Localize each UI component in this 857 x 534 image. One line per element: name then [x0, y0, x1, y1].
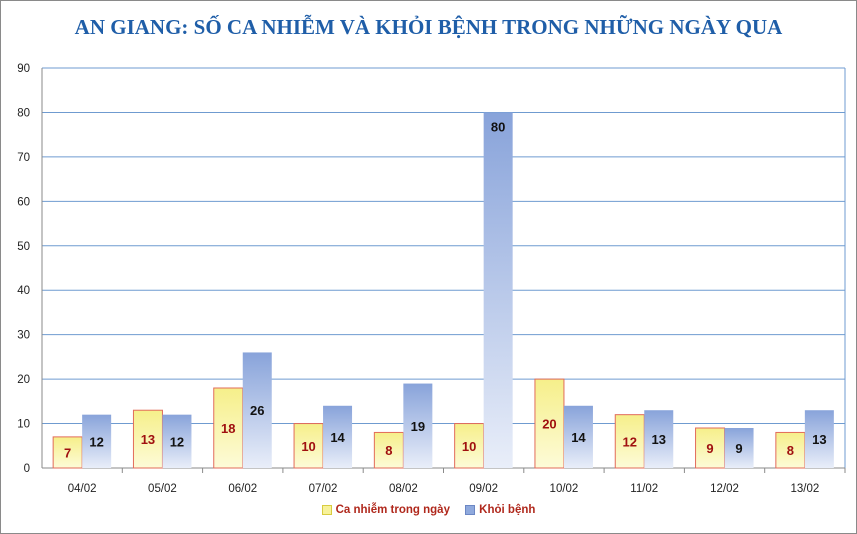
- x-tick-label: 05/02: [148, 483, 177, 495]
- y-tick-label: 0: [24, 463, 30, 475]
- legend-label-recovered: Khỏi bệnh: [479, 504, 536, 516]
- gridlines: [42, 67, 845, 425]
- data-label-infected: 12: [623, 434, 637, 449]
- data-label-infected: 7: [64, 445, 71, 460]
- data-label-recovered: 14: [330, 430, 345, 445]
- bar-recovered: [563, 405, 593, 468]
- y-tick-label: 10: [17, 419, 30, 431]
- y-tick-label: 90: [17, 63, 30, 75]
- bar-infected: [775, 431, 806, 469]
- data-label-infected: 8: [787, 443, 794, 458]
- data-label-recovered: 13: [812, 432, 826, 447]
- bar-recovered: [724, 428, 754, 468]
- data-label-recovered: 12: [170, 434, 184, 449]
- legend-item-infected: Ca nhiễm trong ngày: [321, 504, 450, 516]
- x-tick-label: 07/02: [309, 483, 338, 495]
- bar-infected: [293, 423, 324, 469]
- x-tick-label: 09/02: [469, 483, 498, 495]
- legend-item-recovered: Khỏi bệnh: [465, 504, 535, 516]
- bar-recovered: [82, 414, 112, 468]
- chart-title: AN GIANG: SỐ CA NHIỄM VÀ KHỎI BỆNH TRONG…: [74, 15, 783, 39]
- data-label-infected: 13: [141, 432, 155, 447]
- y-tick-label: 30: [17, 330, 30, 342]
- x-tick-label: 13/02: [790, 483, 819, 495]
- data-label-recovered: 9: [735, 441, 742, 456]
- data-label-infected: 18: [221, 421, 235, 436]
- x-tick-label: 12/02: [710, 483, 739, 495]
- bar-infected: [132, 409, 163, 469]
- bar-recovered: [242, 352, 272, 468]
- x-tick-label: 11/02: [630, 483, 658, 495]
- legend: Ca nhiễm trong ngày Khỏi bệnh: [1, 504, 856, 518]
- data-label-recovered: 12: [89, 434, 103, 449]
- x-tick-label: 04/02: [68, 483, 97, 495]
- data-label-recovered: 13: [652, 432, 666, 447]
- data-label-infected: 20: [542, 417, 556, 432]
- bar-recovered: [323, 405, 353, 468]
- y-tick-label: 20: [17, 374, 30, 386]
- legend-label-infected: Ca nhiễm trong ngày: [335, 504, 450, 516]
- data-label-infected: 10: [462, 439, 476, 454]
- legend-swatch-recovered: [465, 505, 476, 515]
- bars: [52, 112, 834, 469]
- bar-recovered: [162, 414, 192, 468]
- bar-infected: [52, 436, 83, 469]
- bar-recovered: [804, 410, 834, 468]
- data-label-recovered: 80: [491, 119, 505, 134]
- y-tick-label: 60: [17, 196, 30, 208]
- data-label-infected: 9: [706, 441, 713, 456]
- bar-infected: [454, 423, 485, 469]
- x-tick-label: 06/02: [228, 483, 257, 495]
- data-label-infected: 8: [385, 443, 392, 458]
- y-tick-label: 40: [17, 285, 30, 297]
- bar-recovered: [644, 410, 674, 468]
- x-tick-label: 10/02: [550, 483, 579, 495]
- y-tick-label: 50: [17, 241, 30, 253]
- data-label-recovered: 19: [411, 419, 425, 434]
- y-tick-label: 70: [17, 152, 30, 164]
- data-label-infected: 10: [301, 439, 315, 454]
- y-tick-label: 80: [17, 107, 30, 119]
- legend-swatch-infected: [321, 505, 332, 515]
- data-label-recovered: 26: [250, 403, 264, 418]
- bar-infected: [213, 387, 244, 469]
- data-labels: 7 12 13 12 18 26 10 14 8 19 10 80 20 14 12 13 9 9 8 13: [64, 119, 827, 460]
- bar-recovered: [403, 383, 433, 468]
- bar-recovered: [483, 112, 513, 468]
- data-label-recovered: 14: [571, 430, 586, 445]
- x-tick-label: 08/02: [389, 483, 418, 495]
